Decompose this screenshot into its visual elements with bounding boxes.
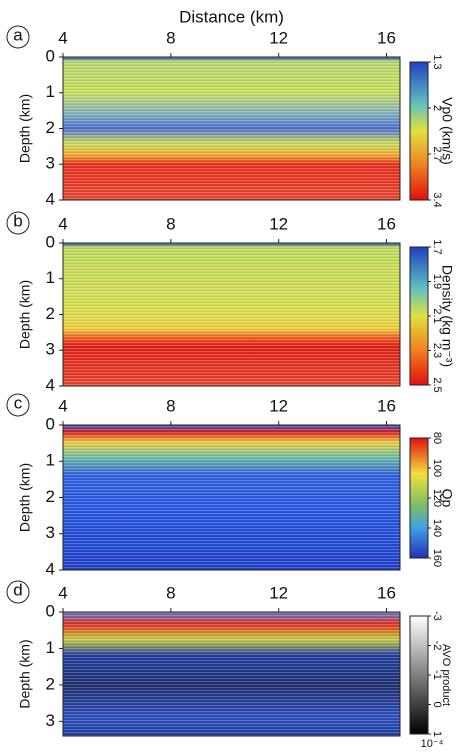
y-tick-label: 3 <box>46 340 55 359</box>
x-tick-label: 4 <box>58 583 67 602</box>
x-tick-label: 12 <box>269 28 288 47</box>
x-axis-title: Distance (km) <box>179 7 284 26</box>
y-tick-label: 2 <box>46 304 55 323</box>
x-tick-label: 12 <box>269 396 288 415</box>
y-tick-label: 3 <box>46 711 55 730</box>
colorbar-tick-label: -1 <box>431 670 443 680</box>
colorbar-tick-label: 2.1 <box>431 308 443 323</box>
y-tick-label: 2 <box>46 674 55 693</box>
x-tick-label: 4 <box>58 396 67 415</box>
colorbar-tick-label: 140 <box>431 519 443 537</box>
panel-badge <box>6 211 30 235</box>
y-axis-title: Depth (km) <box>17 280 33 349</box>
x-tick-label: 8 <box>166 583 175 602</box>
x-tick-label: 16 <box>377 583 396 602</box>
colorbar-tick-label: 160 <box>431 549 443 567</box>
x-tick-label: 8 <box>166 396 175 415</box>
x-tick-label: 4 <box>58 28 67 47</box>
y-tick-label: 1 <box>46 268 55 287</box>
colorbar-tick-label: 1.9 <box>431 274 443 289</box>
colorbar-tick-label: 1.7 <box>431 239 443 254</box>
y-tick-label: 3 <box>46 523 55 542</box>
y-axis-title: Depth (km) <box>17 94 33 163</box>
colorbar-multiplier: 10⁻⁴ <box>421 738 444 750</box>
colorbar-tick-label: -3 <box>431 611 443 621</box>
colorbar-tick-label: 1.3 <box>431 54 443 69</box>
y-tick-label: 0 <box>46 601 55 620</box>
y-tick-label: 2 <box>46 118 55 137</box>
y-axis-title: Depth (km) <box>17 639 33 708</box>
plot-frame <box>62 611 401 737</box>
colorbar-label: Density (kg m⁻³) <box>439 265 455 367</box>
y-tick-label: 4 <box>46 375 55 394</box>
y-tick-label: 1 <box>46 451 55 470</box>
colorbar-tick-label: 100 <box>431 459 443 477</box>
colorbar-tick-label: 1 <box>431 731 443 737</box>
colorbar-tick-label: 2 <box>431 105 443 111</box>
colorbar-label: Qp <box>439 489 455 508</box>
panel-label: a <box>13 25 23 44</box>
x-tick-label: 4 <box>58 214 67 233</box>
y-tick-label: 0 <box>46 232 55 251</box>
panel-label: b <box>13 211 22 230</box>
x-tick-label: 16 <box>377 396 396 415</box>
panel-badge <box>6 393 30 417</box>
colorbar-tick-label: 2.5 <box>431 377 443 392</box>
x-tick-label: 12 <box>269 583 288 602</box>
y-tick-label: 0 <box>46 46 55 65</box>
y-tick-label: 4 <box>46 559 55 578</box>
colorbar <box>409 615 429 735</box>
x-tick-label: 12 <box>269 214 288 233</box>
colorbar-tick-label: 2.3 <box>431 343 443 358</box>
colorbar-label: Vp0 (km/s) <box>439 97 455 165</box>
colorbar-tick-label: -2 <box>431 641 443 651</box>
colorbar <box>409 437 429 559</box>
y-tick-label: 0 <box>46 414 55 433</box>
panel-label: c <box>14 393 23 412</box>
panel-badge <box>6 25 30 49</box>
x-tick-label: 8 <box>166 28 175 47</box>
colorbar-tick-label: 120 <box>431 489 443 507</box>
image-texture <box>63 243 400 386</box>
colorbar <box>409 246 429 386</box>
image-texture <box>63 612 400 736</box>
y-tick-label: 2 <box>46 487 55 506</box>
y-tick-label: 1 <box>46 82 55 101</box>
x-tick-label: 8 <box>166 214 175 233</box>
colorbar-tick-label: 0 <box>431 701 443 707</box>
y-tick-label: 3 <box>46 154 55 173</box>
panel-label: d <box>13 580 22 599</box>
y-tick-label: 1 <box>46 638 55 657</box>
y-tick-label: 4 <box>46 189 55 208</box>
colorbar-tick-label: 2.7 <box>431 146 443 161</box>
colorbar-tick-label: 3.4 <box>431 192 443 207</box>
colorbar <box>409 61 429 201</box>
x-tick-label: 16 <box>377 28 396 47</box>
y-axis-title: Depth (km) <box>17 463 33 532</box>
image-texture <box>63 57 400 200</box>
colorbar-label: AVO product <box>440 644 452 706</box>
image-texture <box>63 425 400 570</box>
colorbar-tick-label: 80 <box>431 432 443 444</box>
x-tick-label: 16 <box>377 214 396 233</box>
panel-badge <box>6 580 30 604</box>
